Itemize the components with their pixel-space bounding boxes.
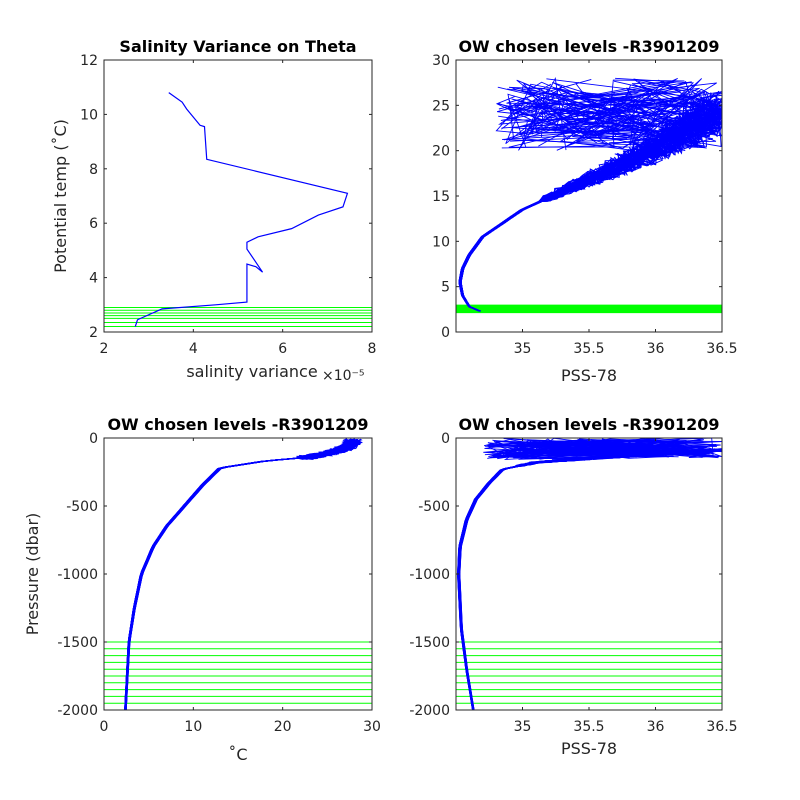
x-tick-labels: 35 35.5 36 36.5 [514, 341, 738, 357]
y-tick-label: 0 [441, 325, 450, 341]
profile-line [460, 98, 722, 312]
plot-area [456, 76, 722, 314]
y-tick-label: 20 [432, 144, 450, 160]
x-tick-labels: 35 35.5 36 36.5 [514, 719, 738, 735]
panel-title: OW chosen levels -R3901209 [458, 37, 719, 56]
panel-theta-salinity: OW chosen levels -R3901209 35 35.5 36 36.5 … [432, 37, 738, 385]
surface-profile-line [519, 101, 672, 136]
profile-line [458, 449, 718, 710]
surface-profile-line [568, 91, 654, 146]
axes-box [103, 437, 373, 711]
y-tick-labels: 0 5 10 15 20 25 30 [432, 53, 450, 341]
surface-profile-line [496, 92, 707, 148]
surface-profile-line [493, 441, 717, 451]
plot-area [456, 438, 722, 710]
surface-profile-line [501, 87, 634, 129]
surface-profile-line [519, 84, 696, 136]
x-tick-label: 30 [363, 719, 381, 735]
plot-area [104, 92, 372, 328]
y-tick-label: -500 [418, 499, 450, 515]
panel-title: OW chosen levels -R3901209 [458, 415, 719, 434]
surface-profile-line [507, 440, 664, 459]
panel-title: Salinity Variance on Theta [119, 37, 356, 56]
surface-profile-line [498, 86, 653, 136]
x-tick-label: 36.5 [706, 341, 737, 357]
x-tick-label: 20 [274, 719, 292, 735]
profile-line [124, 438, 359, 710]
panel-title: OW chosen levels -R3901209 [107, 415, 368, 434]
x-tick-labels: 2 4 6 8 [100, 341, 377, 357]
x-exponent-label: ×10⁻⁵ [322, 368, 365, 384]
surface-profile-line [498, 92, 717, 149]
x-tick-label: 35 [514, 341, 532, 357]
panel-pressure-salinity: OW chosen levels -R3901209 35 35.5 36 36.5 … [409, 415, 737, 758]
y-tick-label: -2000 [409, 703, 450, 719]
surface-profile-line [487, 438, 665, 458]
y-tick-label: -1000 [409, 567, 450, 583]
y-tick-label: -2000 [57, 703, 98, 719]
axes-box [455, 59, 723, 333]
x-tick-label: 4 [189, 341, 198, 357]
y-tick-label: 6 [89, 216, 98, 232]
y-tick-labels: 2 4 6 8 10 12 [80, 53, 98, 341]
x-axis-label: PSS-78 [561, 739, 617, 758]
y-tick-label: 4 [89, 271, 98, 287]
y-axis-label: Potential temp (˚C) [51, 119, 70, 273]
x-axis-label: ˚C [228, 745, 247, 764]
x-tick-label: 2 [100, 341, 109, 357]
surface-profile-line [573, 81, 714, 121]
y-tick-label: -1500 [409, 635, 450, 651]
y-tick-label: 25 [432, 98, 450, 114]
y-tick-label: 8 [89, 162, 98, 178]
surface-profile-line [496, 96, 637, 128]
x-tick-label: 36 [647, 719, 665, 735]
surface-profile-line [526, 438, 696, 453]
variance-line [134, 92, 349, 327]
plot-area [104, 438, 372, 710]
axes-box [103, 59, 373, 333]
panel-pressure-temperature: OW chosen levels -R3901209 0 10 20 30 -2000… [23, 415, 381, 764]
y-tick-label: 0 [441, 431, 450, 447]
y-tick-labels: -2000 -1500 -1000 -500 0 [409, 431, 450, 719]
x-tick-label: 35.5 [573, 719, 604, 735]
x-tick-labels: 0 10 20 30 [100, 719, 381, 735]
x-tick-label: 6 [278, 341, 287, 357]
x-tick-label: 35 [514, 719, 532, 735]
surface-profile-line [500, 81, 692, 142]
x-tick-label: 35.5 [573, 341, 604, 357]
y-tick-label: -1000 [57, 567, 98, 583]
x-axis-label: PSS-78 [561, 366, 617, 385]
axes-box [455, 437, 723, 711]
y-tick-labels: -2000 -1500 -1000 -500 0 [57, 431, 98, 719]
x-axis-label: salinity variance [186, 362, 317, 381]
x-tick-label: 10 [184, 719, 202, 735]
surface-profile-line [542, 78, 721, 137]
y-tick-label: 0 [89, 431, 98, 447]
x-tick-label: 8 [368, 341, 377, 357]
x-tick-label: 36 [647, 341, 665, 357]
y-tick-label: 2 [89, 325, 98, 341]
y-tick-label: 15 [432, 189, 450, 205]
y-tick-label: -1500 [57, 635, 98, 651]
surface-profile-line [510, 98, 647, 142]
y-tick-label: -500 [66, 499, 98, 515]
y-tick-label: 10 [432, 234, 450, 250]
profile-line [125, 439, 360, 710]
y-tick-label: 10 [80, 107, 98, 123]
x-tick-label: 36.5 [706, 719, 737, 735]
y-tick-label: 30 [432, 53, 450, 69]
y-tick-label: 12 [80, 53, 98, 69]
panel-salinity-variance: Salinity Variance on Theta 2 4 6 8 2 4 6 8 10 12… [51, 37, 376, 384]
profile-line [124, 440, 354, 710]
y-axis-label: Pressure (dbar) [23, 513, 42, 636]
y-tick-label: 5 [441, 280, 450, 296]
x-tick-label: 0 [100, 719, 109, 735]
